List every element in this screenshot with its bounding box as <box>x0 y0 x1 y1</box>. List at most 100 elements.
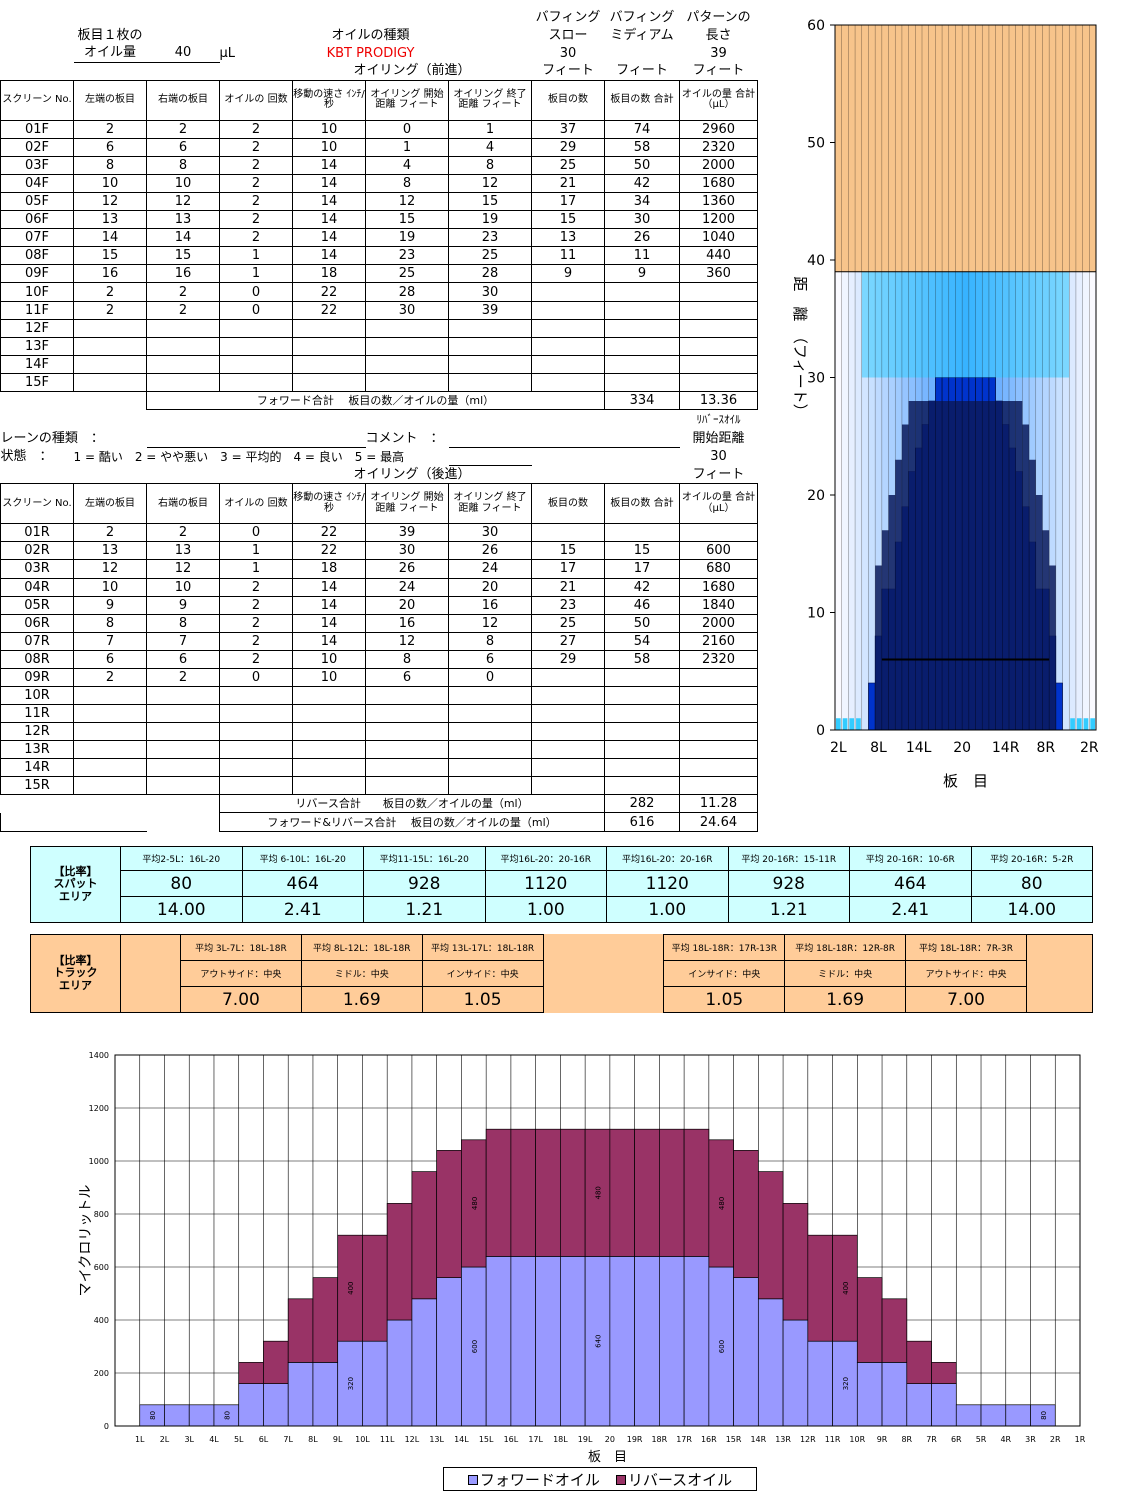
table-cell: 1 <box>219 246 293 266</box>
table-cell <box>219 758 293 778</box>
table-cell: 2 <box>219 174 293 194</box>
table-cell <box>292 355 366 374</box>
table-cell: 11 <box>531 246 605 266</box>
edge-block <box>1090 718 1095 730</box>
table-cell: 2 <box>219 156 293 176</box>
table-cell: 13 <box>73 541 147 561</box>
table-cell: 39 <box>448 301 532 320</box>
bar-reverse <box>510 1128 536 1257</box>
table-cell <box>292 740 366 760</box>
table-cell: 22 <box>292 541 366 561</box>
column-header: オイリング 開始距離 フィート <box>365 483 449 525</box>
legend-reverse-label: リバースオイル <box>627 1470 733 1489</box>
table-cell: 2 <box>146 301 220 320</box>
table-cell: 2000 <box>679 614 758 633</box>
table-cell: 0 <box>448 668 532 687</box>
table-cell: 22 <box>292 523 366 543</box>
table-cell: 02F <box>0 138 74 158</box>
track-label-line1: 【比率】 <box>53 954 98 968</box>
track-label-line2: トラック <box>53 966 98 980</box>
table-cell: 680 <box>679 559 758 579</box>
spot-area-label: 【比率】 スパット エリア <box>30 846 121 923</box>
table-cell <box>679 776 758 796</box>
table-cell <box>365 319 449 338</box>
table-cell <box>448 686 532 705</box>
table-cell: 10R <box>0 686 74 705</box>
table-cell <box>365 776 449 796</box>
table-cell: 11F <box>0 301 74 320</box>
grand-total-label: フォワード&リバース合計 板目の数／オイルの量（ml） <box>219 812 605 832</box>
table-cell: 6 <box>73 138 147 158</box>
table-cell: 29 <box>531 650 605 669</box>
x-tick-label: 4L <box>209 1435 219 1444</box>
table-cell: 8 <box>365 650 449 669</box>
y-tick-label: 1000 <box>89 1157 109 1166</box>
table-cell <box>365 704 449 724</box>
table-cell: 2320 <box>679 138 758 158</box>
table-cell: 07F <box>0 228 74 248</box>
x-tick-label: 10R <box>849 1435 865 1444</box>
x-tick-label: 16R <box>701 1435 717 1444</box>
oil-volume-chart: 0 200 400 600 800 1000 1200 1400 1L 2L 3L 4L 5L 6L 7L 8… <box>78 1051 1086 1465</box>
table-cell: 8 <box>365 174 449 194</box>
oil-board <box>868 271 876 730</box>
table-cell: 15 <box>531 541 605 561</box>
buff-slow-feet: フィート <box>542 63 594 79</box>
table-row: 10F 2 2 0 22 28 30 <box>0 282 758 302</box>
y-tick-label: 0 <box>104 1422 109 1431</box>
bar-forward <box>659 1256 685 1427</box>
table-cell <box>679 758 758 778</box>
table-cell: 2 <box>219 650 293 669</box>
table-cell: 12 <box>146 559 220 579</box>
table-cell: 600 <box>679 541 758 561</box>
table-cell: 9 <box>73 596 147 615</box>
table-cell <box>146 704 220 724</box>
table-cell: 2 <box>146 282 220 302</box>
table-cell <box>146 355 220 374</box>
edge-block <box>856 718 861 730</box>
table-row: 06F 13 13 2 14 15 19 15 30 1200 <box>0 210 758 230</box>
ratio-cell: 1.05 <box>421 986 544 1013</box>
table-cell <box>73 373 147 392</box>
reverse-oil-value: 30 <box>710 449 727 465</box>
table-cell: 21 <box>531 578 605 597</box>
table-cell: 2 <box>219 596 293 615</box>
table-cell: 9 <box>531 264 605 284</box>
table-cell: 10 <box>73 174 147 194</box>
table-cell: 17 <box>604 559 680 579</box>
column-header: 板目の数 合計 <box>604 79 680 121</box>
table-cell: 42 <box>604 578 680 597</box>
oil-core <box>968 401 976 730</box>
bar-reverse <box>609 1128 635 1257</box>
table-cell: 21 <box>531 174 605 194</box>
table-cell: 7 <box>146 632 220 651</box>
data-label: 400 <box>842 1282 850 1295</box>
edge-block <box>1070 718 1075 730</box>
x-tick-label: 9L <box>333 1435 343 1444</box>
spot-label-line1: 【比率】 <box>53 865 98 879</box>
table-cell: 09R <box>0 668 74 687</box>
table-cell <box>604 301 680 320</box>
x-tick-label: 2L <box>830 740 847 756</box>
table-cell <box>73 686 147 705</box>
table-cell: 2960 <box>679 120 758 139</box>
oil-board <box>1049 271 1056 730</box>
column-header: オイリング 終了距離 フィート <box>448 79 532 121</box>
bar-reverse <box>906 1340 932 1384</box>
table-cell: 12 <box>448 174 532 194</box>
table-cell: 27 <box>531 632 605 651</box>
column-header: オイルの量 合計（μL） <box>679 79 758 121</box>
x-tick-label: 11L <box>380 1435 395 1444</box>
table-cell: 23 <box>531 596 605 615</box>
table-cell: 10 <box>292 668 366 687</box>
data-label: 80 <box>149 1411 157 1420</box>
table-cell: 9 <box>146 596 220 615</box>
track-spacer-right <box>1026 934 1093 1013</box>
x-tick-label: 5L <box>234 1435 244 1444</box>
oil-board <box>855 271 862 730</box>
table-cell: 05F <box>0 192 74 212</box>
table-cell <box>448 776 532 796</box>
data-label: 320 <box>347 1377 355 1390</box>
bar-reverse <box>807 1234 833 1342</box>
y-tick-label: 30 <box>807 371 825 387</box>
